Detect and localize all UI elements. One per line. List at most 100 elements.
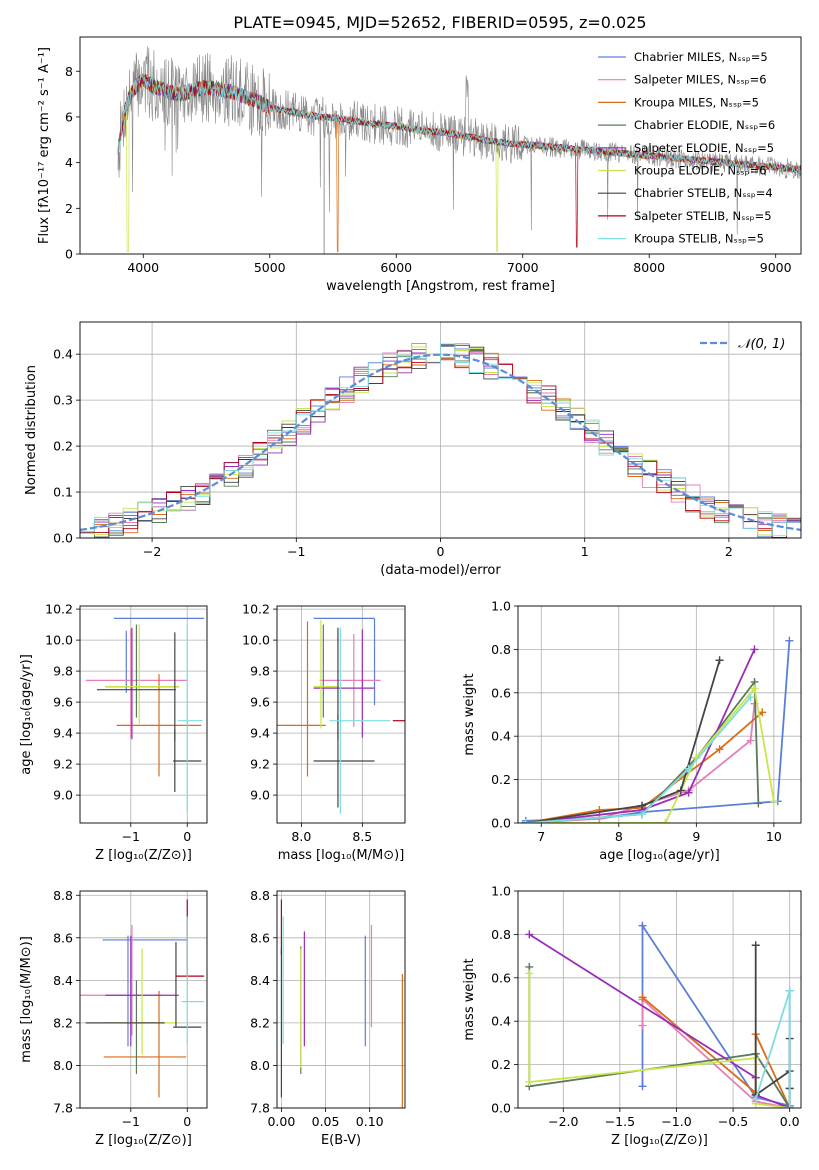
x-tick-label: 5000 [254,260,286,275]
x-tick-label: 0.00 [267,1114,295,1129]
y-tick-label: 9.6 [53,695,73,710]
y-tick-label: 9.8 [53,664,73,679]
mass-weight-marker [750,645,759,654]
x-tick-label: 0.10 [356,1114,384,1129]
y-tick-label: 0.4 [53,347,73,362]
legend-label: Chabrier ELODIE, Nₛₛₚ=6 [634,118,775,132]
x-tick-label: −2 [143,544,161,559]
axes-frame [517,605,802,824]
mass-weight-marker [525,1077,534,1086]
ticks: −2.0 −1.5 −1.0 −0.5 0.0 0.0 0.2 0.4 0.6 0.8 1.0 [491,884,800,1130]
x-axis-label: Z [log₁₀(Z/Z⊙)] [95,1133,192,1148]
mass-weight-marker [676,786,685,795]
y-tick-label: 9.4 [53,726,73,741]
x-tick-label: 8.0 [291,829,311,844]
x-tick-label: 0 [183,829,191,844]
legend-label: Kroupa STELIB, Nₛₛₚ=5 [634,232,764,246]
y-tick-label: 0.0 [53,531,73,546]
y-tick-label: 0.3 [53,393,73,408]
plot-area [277,617,405,814]
plot-area [85,617,205,811]
ticks: 0.00 0.05 0.10 7.8 8.0 8.2 8.4 8.6 8.8 [250,888,384,1129]
y-tick-label: 8.2 [250,1015,270,1030]
y-tick-label: 9.0 [250,788,270,803]
ticks: −1 0 7.8 8.0 8.2 8.4 8.6 8.8 [53,888,191,1129]
plot-area [117,46,801,254]
ticks: −2 −1 0 1 2 0.0 0.1 0.2 0.3 0.4 [53,347,733,559]
y-tick-label: 8 [65,64,73,79]
y-tick-label: 8.8 [53,888,73,903]
y-tick-label: 8.4 [53,973,73,988]
x-tick-label: −2.0 [548,1114,578,1129]
mass-weight-marker [751,1095,760,1104]
mass-weight-marker [746,736,755,745]
y-tick-label: 2 [65,201,73,216]
x-tick-label: −1.0 [661,1114,691,1129]
mass-weight-marker [684,764,693,773]
grid [277,891,405,1109]
legend: Chabrier MILES, Nₛₛₚ=5 Salpeter MILES, Nₛ… [598,50,775,246]
plot-area [80,899,205,1098]
legend-label: Salpeter STELIB, Nₛₛₚ=5 [634,209,772,223]
plot-area [80,343,801,538]
mass-weight-line [525,649,756,823]
x-tick-label: −1.5 [605,1114,635,1129]
x-tick-label: 6000 [380,260,412,275]
mass-vs-metallicity-panel: −1 0 7.8 8.0 8.2 8.4 8.6 8.8 Z [log₁₀(Z/Z⊙)] mass… [19,888,208,1148]
spectrum-panel: 4000 5000 6000 7000 8000 9000 0 2 4 6 8 wavelength … [37,36,802,294]
y-tick-label: 1.0 [491,599,511,614]
y-tick-label: 9.6 [250,695,270,710]
plot-area [280,899,403,1108]
mass-weight-marker [785,986,794,995]
x-axis-label: age [log₁₀(age/yr)] [599,848,720,863]
y-axis-label: mass weight [462,673,477,755]
y-tick-label: 0.6 [491,970,511,985]
y-tick-label: 8.6 [53,930,73,945]
y-tick-label: 9.2 [53,757,73,772]
legend-label: Salpeter MILES, Nₛₛₚ=6 [634,73,767,87]
x-tick-label: 0.05 [312,1114,340,1129]
legend-label: Chabrier STELIB, Nₛₛₚ=4 [634,186,773,200]
y-tick-label: 8.4 [250,973,270,988]
mass-weight-marker [595,814,604,823]
y-tick-label: 10.0 [45,633,73,648]
axes-frame [79,890,208,1109]
y-tick-label: 8.0 [53,1058,73,1073]
x-tick-label: 10 [766,829,782,844]
legend-label: Chabrier MILES, Nₛₛₚ=5 [634,50,768,64]
mass-weight-marker [754,799,763,808]
grid [80,891,207,1109]
y-tick-label: 0.2 [491,1057,511,1072]
y-tick-label: 0.4 [491,729,511,744]
legend: 𝒩(0, 1) [700,337,785,352]
mass-weight-marker [521,819,530,823]
mass-weight-line [525,696,752,823]
mass-weight-marker [769,797,778,806]
x-axis-label: E(B-V) [321,1133,361,1148]
weight-vs-metallicity-panel: −2.0 −1.5 −1.0 −0.5 0.0 0.0 0.2 0.4 0.6 0.8 1.0 Z [… [462,884,802,1148]
mass-weight-marker [638,801,647,810]
axes-frame [79,321,802,539]
x-tick-label: 9 [692,829,700,844]
ticks: 8.0 8.5 9.0 9.2 9.4 9.6 9.8 10.0 10.2 [242,602,372,844]
y-axis-label: Normed distribution [24,365,39,495]
mass-weight-marker [684,788,693,797]
x-tick-label: 8000 [633,260,665,275]
mass-weight-marker [638,921,647,930]
y-tick-label: 8.6 [250,930,270,945]
y-tick-label: 10.0 [242,633,270,648]
plot-area [521,636,794,823]
y-tick-label: 9.8 [250,664,270,679]
age-vs-mass-panel: 8.0 8.5 9.0 9.2 9.4 9.6 9.8 10.0 10.2 mass [log₁₀… [242,602,406,863]
mass-weight-marker [751,941,760,950]
plot-area [525,921,794,1108]
mass-weight-marker [525,930,534,939]
y-tick-label: 0 [65,247,73,262]
y-tick-label: 9.4 [250,726,270,741]
mass-weight-marker [715,745,724,754]
y-tick-label: 0.6 [491,685,511,700]
mass-weight-marker [785,636,794,645]
y-tick-label: 0.2 [53,439,73,454]
x-tick-label: −0.5 [718,1114,748,1129]
ticks: −1 0 9.0 9.2 9.4 9.6 9.8 10.0 10.2 [45,602,191,844]
